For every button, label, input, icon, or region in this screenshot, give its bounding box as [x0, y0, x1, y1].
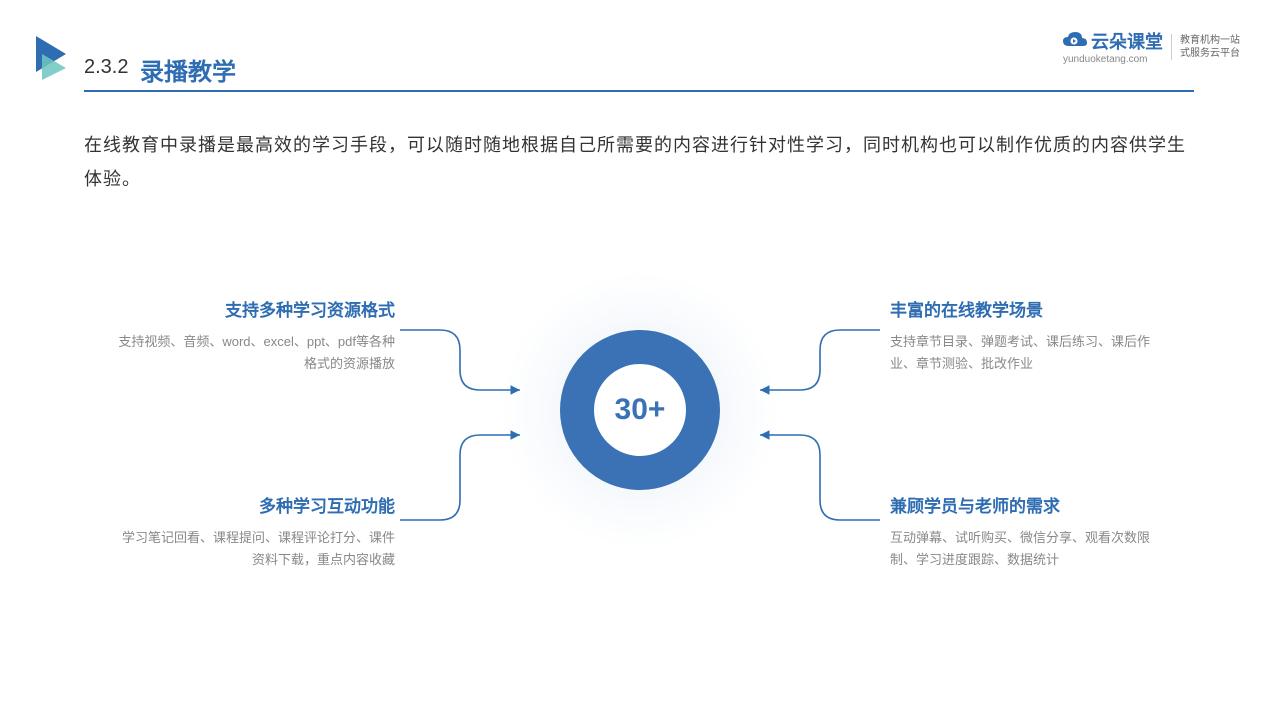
feature-title: 多种学习互动功能 [115, 492, 395, 517]
brand-tagline-2: 式服务云平台 [1180, 47, 1240, 60]
section-title: 录播教学 [140, 52, 236, 87]
section-number: 2.3.2 [84, 56, 128, 79]
feature-bottom-right: 兼顾学员与老师的需求 互动弹幕、试听购买、微信分享、观看次数限制、学习进度跟踪、… [890, 492, 1170, 571]
feature-top-left: 支持多种学习资源格式 支持视频、音频、word、excel、ppt、pdf等各种… [115, 296, 395, 375]
brand-name: 云朵课堂 [1091, 28, 1163, 54]
feature-top-right: 丰富的在线教学场景 支持章节目录、弹题考试、课后练习、课后作业、章节测验、批改作… [890, 296, 1170, 375]
feature-title: 支持多种学习资源格式 [115, 296, 395, 321]
title-underline [84, 90, 1194, 92]
slide: 2.3.2 录播教学 云朵课堂 yunduoketang.com 教育机构一站 … [0, 0, 1280, 720]
play-icon [36, 36, 72, 85]
brand-logo: 云朵课堂 yunduoketang.com 教育机构一站 式服务云平台 [1063, 28, 1240, 65]
feature-desc: 支持视频、音频、word、excel、ppt、pdf等各种格式的资源播放 [115, 331, 395, 375]
feature-title: 兼顾学员与老师的需求 [890, 492, 1170, 517]
feature-title: 丰富的在线教学场景 [890, 296, 1170, 321]
brand-domain: yunduoketang.com [1063, 54, 1163, 65]
feature-bottom-left: 多种学习互动功能 学习笔记回看、课程提问、课程评论打分、课件资料下载，重点内容收… [115, 492, 395, 571]
feature-desc: 学习笔记回看、课程提问、课程评论打分、课件资料下载，重点内容收藏 [115, 527, 395, 571]
circle-ring: 30+ [560, 330, 720, 490]
feature-desc: 互动弹幕、试听购买、微信分享、观看次数限制、学习进度跟踪、数据统计 [890, 527, 1170, 571]
brand-tagline-1: 教育机构一站 [1180, 34, 1240, 47]
center-circle: 30+ [540, 310, 740, 510]
intro-paragraph: 在线教育中录播是最高效的学习手段，可以随时随地根据自己所需要的内容进行针对性学习… [84, 128, 1188, 196]
feature-desc: 支持章节目录、弹题考试、课后练习、课后作业、章节测验、批改作业 [890, 331, 1170, 375]
circle-value: 30+ [615, 393, 666, 427]
cloud-icon [1063, 32, 1087, 50]
brand-tagline: 教育机构一站 式服务云平台 [1171, 34, 1240, 60]
